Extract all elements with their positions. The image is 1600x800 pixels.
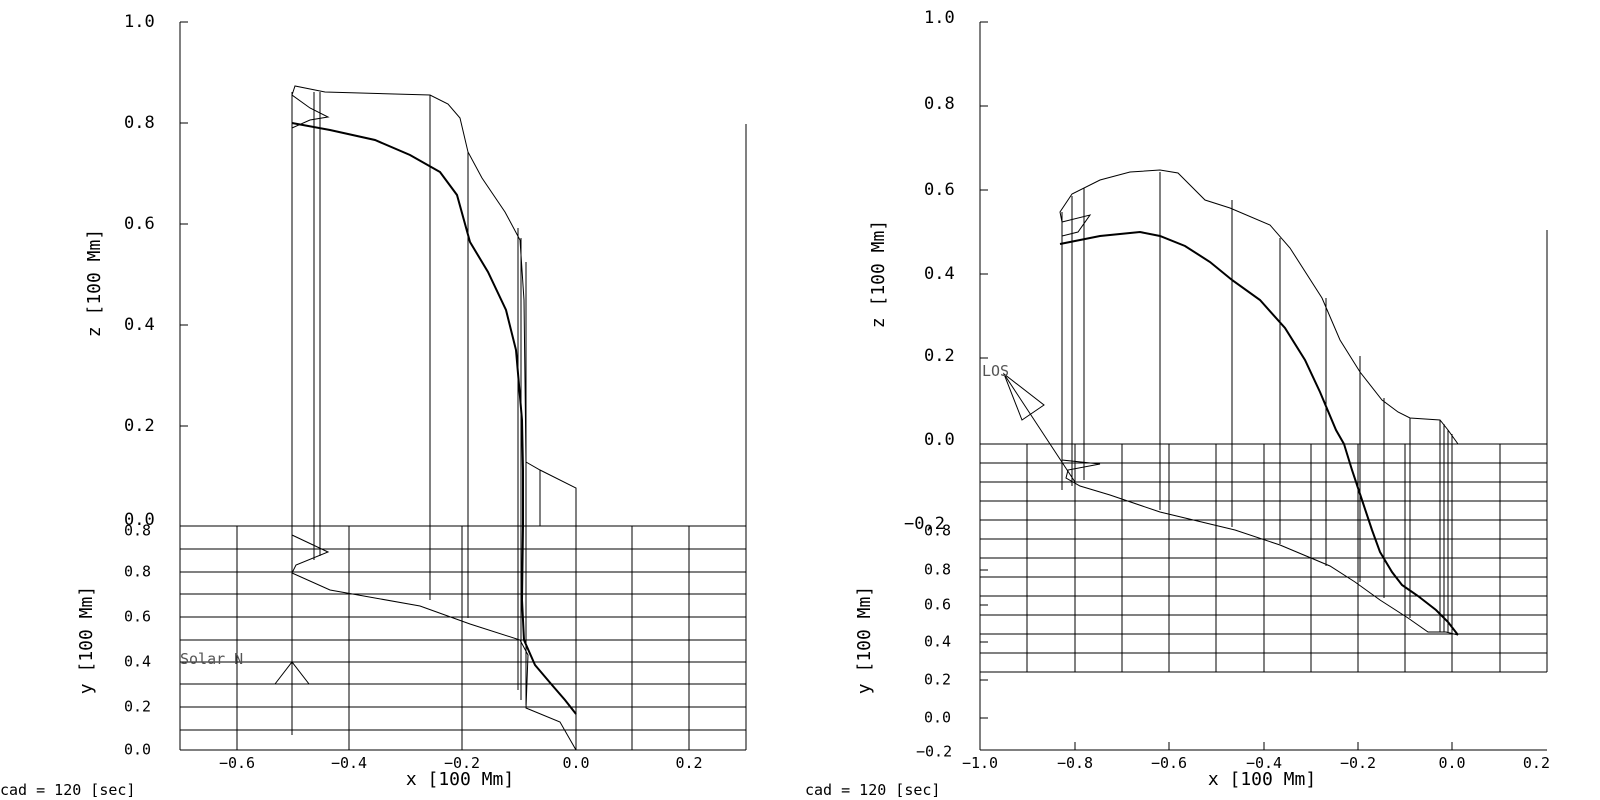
- left-y-tick-label: 0.0: [124, 741, 151, 759]
- right-x-tick-label: −1.0: [962, 754, 998, 772]
- left-y-overlap-label: 0.8: [124, 522, 151, 540]
- left-y-tick-label: 0.8: [124, 563, 151, 581]
- right-y-tick-label: 0.2: [924, 671, 951, 689]
- right-x-tick-label: −0.8: [1057, 754, 1093, 772]
- right-x-tick-label: −0.4: [1246, 754, 1282, 772]
- right-z-tick-label: −0.2: [904, 514, 945, 534]
- right-y-axis-title: y [100 Mm]: [854, 586, 875, 694]
- right-x-tick-label: −0.6: [1151, 754, 1187, 772]
- left-x-tick-label: −0.6: [219, 754, 255, 772]
- right-y-tick-label: −0.2: [916, 743, 952, 761]
- right-panel: 1.0 0.8 0.6 0.4 0.2 0.0 −0.2 z [100 Mm] …: [805, 8, 1550, 799]
- right-z-tick-label: 0.8: [924, 94, 955, 114]
- left-z-axis-title: z [100 Mm]: [84, 229, 105, 337]
- left-grid-horizontal: [180, 525, 746, 731]
- los-arrow-shaft: [1003, 373, 1076, 483]
- left-cadence-caption: cad = 120 [sec]: [0, 781, 135, 799]
- left-z-tick-label: 1.0: [124, 12, 155, 32]
- right-y-tick-label: 0.0: [924, 709, 951, 727]
- right-z-axis-title: z [100 Mm]: [868, 220, 889, 328]
- right-loop-path-upper: [1059, 230, 1345, 445]
- left-z-tick-label: 0.2: [124, 416, 155, 436]
- right-loop-envelope: [1059, 169, 1459, 636]
- solar-north-label: Solar N: [180, 650, 243, 668]
- left-x-tick-label: −0.4: [331, 754, 367, 772]
- right-field-lines: [1061, 172, 1453, 634]
- right-z-tick-label: 0.4: [924, 264, 955, 284]
- right-y-overlap-label: 0.8: [924, 522, 951, 540]
- left-grid-vertical: [236, 526, 747, 750]
- los-arrow: LOS: [982, 362, 1076, 483]
- solar-north-arrow: Solar N: [180, 650, 311, 730]
- left-loop-envelope: [291, 85, 577, 751]
- right-y-tick-label: 0.4: [924, 633, 951, 651]
- los-arrow-head: [1002, 372, 1045, 421]
- left-y-tick-label: 0.4: [124, 653, 151, 671]
- right-x-tick-label: 0.0: [1438, 754, 1465, 772]
- left-x-axis: −0.6 −0.4 −0.2 0.0 0.2 x [100 Mm]: [180, 742, 746, 790]
- right-z-tick-label: 1.0: [924, 8, 955, 28]
- left-x-tick-label: −0.2: [444, 754, 480, 772]
- left-z-tick-label: 0.4: [124, 315, 155, 335]
- left-x-tick-label: 0.2: [675, 754, 702, 772]
- right-cadence-caption: cad = 120 [sec]: [805, 781, 940, 799]
- left-field-lines: [291, 92, 541, 735]
- left-z-tick-label: 0.0: [124, 510, 155, 530]
- left-loop-path-upper: [291, 122, 524, 526]
- los-label: LOS: [982, 362, 1009, 380]
- left-z-axis: 1.0 0.8 0.6 0.4 0.2 0.0 z [100 Mm]: [84, 12, 188, 530]
- right-x-axis-title: x [100 Mm]: [1208, 769, 1316, 790]
- right-x-tick-label: −0.2: [1340, 754, 1376, 772]
- right-y-tick-label: 0.8: [924, 561, 951, 579]
- left-x-axis-title: x [100 Mm]: [406, 769, 514, 790]
- left-x-tick-label: 0.0: [562, 754, 589, 772]
- left-y-axis-title: y [100 Mm]: [76, 586, 97, 694]
- left-loop-path-lower: [520, 525, 577, 715]
- left-y-tick-label: 0.2: [124, 698, 151, 716]
- right-z-tick-label: 0.2: [924, 346, 955, 366]
- solar-north-arrow-head: [273, 661, 311, 685]
- left-panel: 1.0 0.8 0.6 0.4 0.2 0.0 z [100 Mm] 0.8 0…: [0, 12, 747, 799]
- left-z-tick-label: 0.6: [124, 214, 155, 234]
- left-y-tick-label: 0.6: [124, 608, 151, 626]
- right-z-tick-label: 0.0: [924, 430, 955, 450]
- right-z-axis: 1.0 0.8 0.6 0.4 0.2 0.0 −0.2 z [100 Mm]: [868, 8, 988, 534]
- right-x-axis: −1.0 −0.8 −0.6 −0.4 −0.2 0.0 0.2 x [100 …: [962, 742, 1550, 790]
- right-y-tick-label: 0.6: [924, 596, 951, 614]
- left-y-axis: 0.8 0.8 0.6 0.4 0.2 0.0 y [100 Mm]: [76, 522, 188, 759]
- right-y-axis: 0.8 0.8 0.6 0.4 0.2 0.0 −0.2 y [100 Mm]: [854, 444, 988, 761]
- left-z-tick-label: 0.8: [124, 113, 155, 133]
- right-x-tick-label: 0.2: [1523, 754, 1550, 772]
- right-z-tick-label: 0.6: [924, 180, 955, 200]
